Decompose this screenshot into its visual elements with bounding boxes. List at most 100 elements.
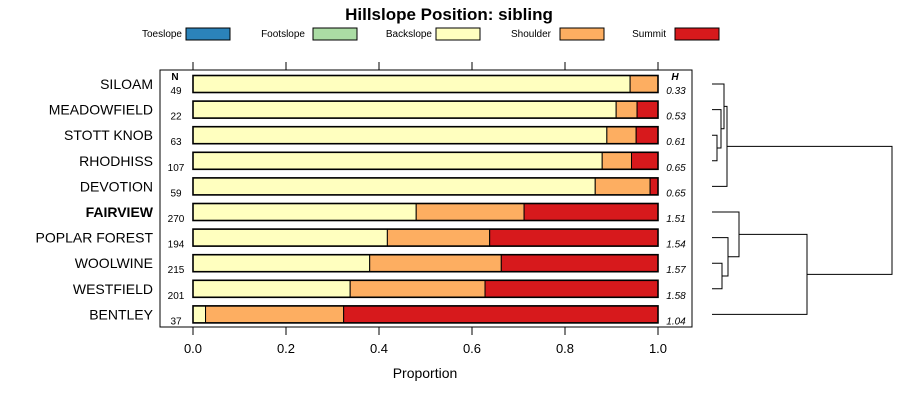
category-label: WESTFIELD [73,281,153,297]
bar-segment [192,203,417,221]
n-value: 194 [168,240,185,251]
category-label: POPLAR FOREST [36,230,154,246]
bar-outline [192,253,659,273]
bar-segment [192,100,617,119]
bar-outline [192,100,659,119]
n-value: 63 [170,137,182,148]
dendrogram-branch [712,262,723,290]
category-label: SILOAM [100,76,153,92]
category-label: WOOLWINE [75,255,153,271]
dendrogram-branch [712,134,718,162]
top-axis-ticks [192,62,659,70]
bar-segment [369,254,502,273]
x-tick-label: 0.8 [556,341,574,356]
h-value: 0.61 [666,137,685,148]
bar-row: DEVOTION 59 0.65 [80,177,686,199]
legend-swatch [559,27,605,41]
bar-outline [192,177,659,196]
bar-segment [349,279,486,298]
h-value: 0.53 [666,112,686,123]
legend-swatch [312,27,358,41]
category-label: STOTT KNOB [64,127,153,143]
bar-outline [192,228,659,247]
x-tick-label: 0.4 [370,341,388,356]
legend-swatch [435,27,481,41]
bar-segment [629,75,659,93]
n-value: 59 [170,188,182,199]
bar-outline [192,202,659,222]
h-value: 0.65 [666,188,686,199]
h-value: 1.51 [666,214,685,225]
x-tick-label: 1.0 [649,341,667,356]
category-label: BENTLEY [89,306,153,322]
bar-segment [192,177,596,196]
bar-segment [343,305,659,324]
dendrogram-branch [712,83,725,130]
legend-label: Shoulder [511,29,552,40]
category-label: RHODHISS [79,153,153,169]
legend-label: Footslope [261,29,305,40]
category-label: DEVOTION [80,178,153,194]
bar-segment [635,126,659,145]
bar-segment [386,228,491,247]
bar-segment [649,177,659,196]
bar-row: RHODHISS 107 0.65 [79,151,686,174]
h-value: 1.54 [666,240,686,251]
n-value: 37 [170,316,182,327]
bar-segment [606,126,637,145]
bar-row: SILOAM 49 0.33 [100,74,686,97]
n-value: 49 [170,86,182,97]
bar-row: POPLAR FOREST 194 1.54 [36,228,686,251]
bar-segment [500,254,659,273]
bar-segment [205,305,345,324]
h-value: 1.57 [666,265,686,276]
bar-segment [630,151,659,170]
bar-segment [523,203,659,221]
bar-row: WESTFIELD 201 1.58 [73,279,686,302]
category-label: FAIRVIEW [86,204,154,220]
n-value: 270 [168,214,185,225]
bar-rows: SILOAM 49 0.33 MEADOWFIELD 22 0.53 STOTT KNOB 6… [36,74,686,327]
bar-segment [484,279,659,298]
bar-segment [192,75,631,93]
bar-row: STOTT KNOB 63 0.61 [64,125,686,148]
bar-segment [615,100,638,119]
bar-segment [489,228,659,247]
bar-outline [192,125,659,145]
bar-outline [192,74,659,94]
legend-label: Summit [632,29,666,40]
n-value: 107 [168,163,185,174]
category-label: MEADOWFIELD [49,102,153,118]
x-tick-label: 0.2 [277,341,295,356]
dendrogram-branch [712,211,740,258]
dendrogram-branch [712,233,808,315]
chart-title: Hillslope Position: sibling [345,5,553,24]
h-value: 0.65 [666,163,686,174]
bar-segment [192,151,603,170]
bar-segment [636,100,659,119]
bar-segment [415,203,525,221]
bar-row: MEADOWFIELD 22 0.53 [49,100,686,123]
bar-segment [192,228,388,247]
bar-row: WOOLWINE 215 1.57 [75,253,686,276]
h-value: 1.04 [666,316,686,327]
plot-frame [159,69,693,328]
bar-segment [192,305,207,324]
dendrogram-branch [727,145,893,275]
legend-label: Backslope [386,29,433,40]
bar-outline [192,151,659,171]
h-column-header: H [671,72,679,83]
legend-swatch [185,27,231,41]
dendrogram-branch [712,237,729,277]
bar-segment [192,126,608,145]
n-value: 22 [170,112,182,123]
h-value: 1.58 [666,291,686,302]
legend: Toeslope Footslope Backslope Shoulder Summit [142,27,720,41]
bar-segment [601,151,632,170]
n-value: 215 [168,265,185,276]
legend-label: Toeslope [142,29,182,40]
dendrogram [712,83,893,315]
bar-outline [192,279,659,299]
x-tick-label: 0.6 [463,341,481,356]
